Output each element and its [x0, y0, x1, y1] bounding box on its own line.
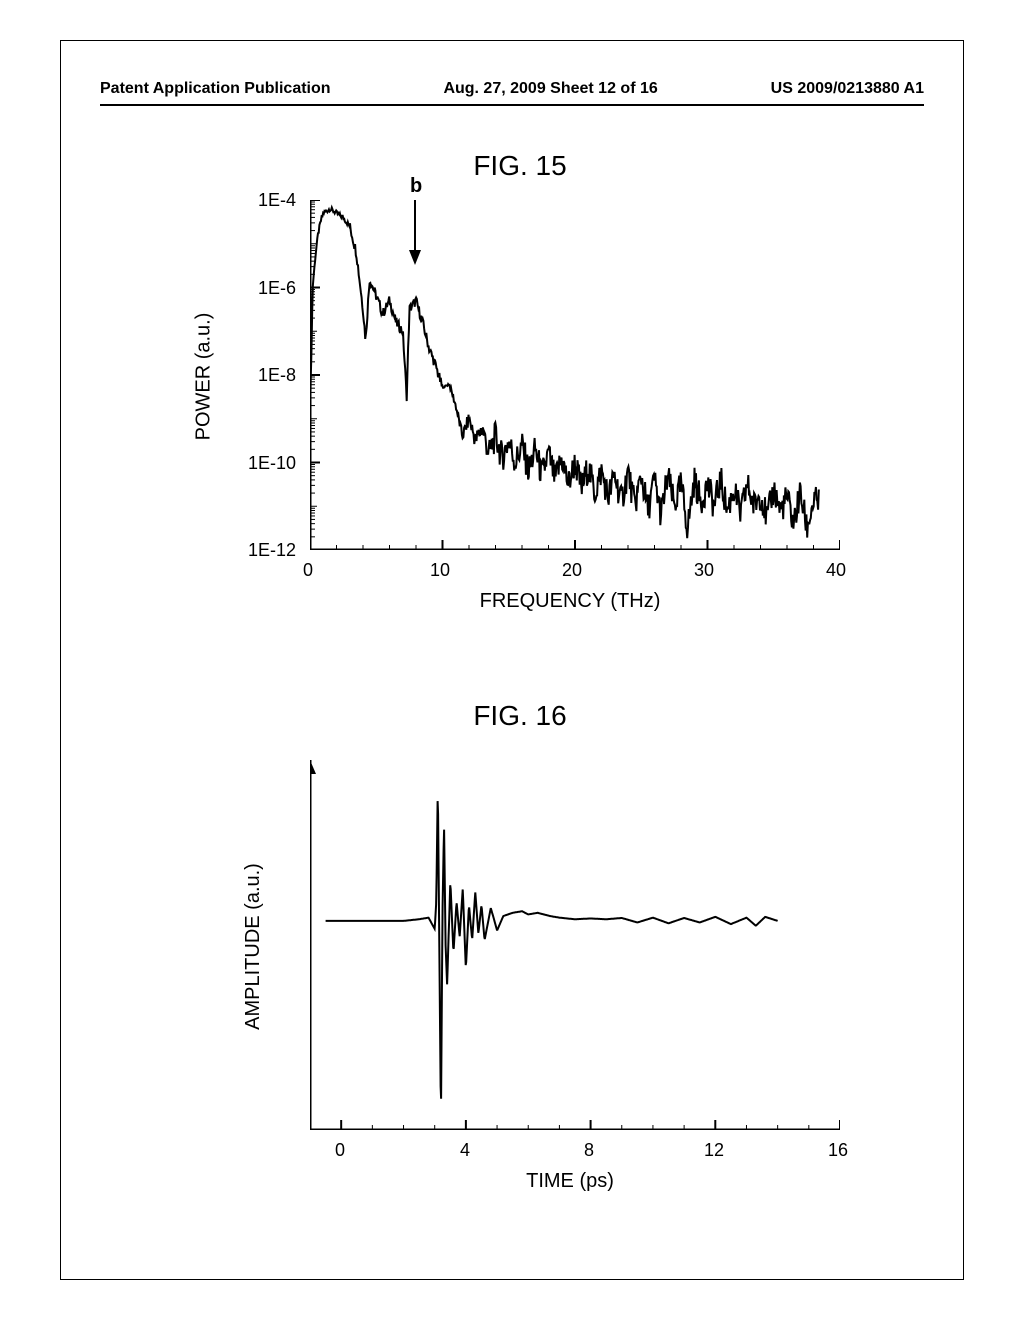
fig15-ytick-1: 1E-10: [236, 453, 296, 474]
fig16-chart: [310, 760, 840, 1130]
fig15-xtick-1: 10: [430, 560, 450, 581]
fig15-ytick-0: 1E-12: [236, 540, 296, 561]
fig15-xtick-3: 30: [694, 560, 714, 581]
fig15-xlabel: FREQUENCY (THz): [440, 590, 700, 613]
fig16-xlabel: TIME (ps): [490, 1170, 650, 1193]
page-header: Patent Application Publication Aug. 27, …: [100, 80, 924, 98]
fig16-xtick-0: 0: [335, 1140, 345, 1161]
header-center: Aug. 27, 2009 Sheet 12 of 16: [443, 80, 657, 98]
fig16-xtick-4: 16: [828, 1140, 848, 1161]
fig15-ylabel: POWER (a.u.): [192, 313, 215, 441]
fig16-xtick-2: 8: [584, 1140, 594, 1161]
fig15-ytick-2: 1E-8: [236, 365, 296, 386]
fig15-xtick-0: 0: [303, 560, 313, 581]
fig15-annotation-b: b: [410, 175, 422, 198]
fig15-title: FIG. 15: [400, 150, 640, 182]
fig16-ylabel: AMPLITUDE (a.u.): [242, 863, 265, 1030]
fig15-xtick-2: 20: [562, 560, 582, 581]
fig15-chart: [310, 200, 840, 550]
fig16-title: FIG. 16: [400, 700, 640, 732]
header-right: US 2009/0213880 A1: [771, 80, 924, 98]
fig15-svg: [310, 200, 840, 550]
fig15-annotation-arrow: [405, 200, 425, 270]
fig15-ytick-3: 1E-6: [236, 278, 296, 299]
header-left: Patent Application Publication: [100, 80, 331, 98]
fig16-xtick-3: 12: [704, 1140, 724, 1161]
fig16-xtick-1: 4: [460, 1140, 470, 1161]
header-rule: [100, 104, 924, 106]
fig15-xtick-4: 40: [826, 560, 846, 581]
fig15-ytick-4: 1E-4: [236, 190, 296, 211]
fig16-svg: [310, 760, 840, 1130]
